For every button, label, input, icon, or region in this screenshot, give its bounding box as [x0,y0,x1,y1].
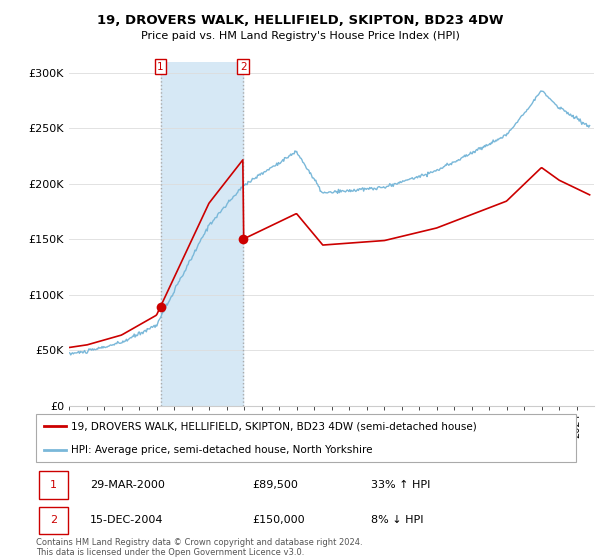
Text: 19, DROVERS WALK, HELLIFIELD, SKIPTON, BD23 4DW (semi-detached house): 19, DROVERS WALK, HELLIFIELD, SKIPTON, B… [71,421,477,431]
Text: 29-MAR-2000: 29-MAR-2000 [90,480,165,489]
Text: 1: 1 [157,62,164,72]
Text: 19, DROVERS WALK, HELLIFIELD, SKIPTON, BD23 4DW: 19, DROVERS WALK, HELLIFIELD, SKIPTON, B… [97,14,503,27]
Bar [161,62,244,406]
Text: 33% ↑ HPI: 33% ↑ HPI [371,480,430,489]
Text: 8% ↓ HPI: 8% ↓ HPI [371,515,424,525]
FancyBboxPatch shape [39,507,68,534]
Text: Price paid vs. HM Land Registry's House Price Index (HPI): Price paid vs. HM Land Registry's House … [140,31,460,41]
Text: £150,000: £150,000 [252,515,305,525]
Text: Contains HM Land Registry data © Crown copyright and database right 2024.
This d: Contains HM Land Registry data © Crown c… [36,538,362,557]
Text: 1: 1 [50,480,58,489]
Text: 15-DEC-2004: 15-DEC-2004 [90,515,163,525]
FancyBboxPatch shape [39,472,68,498]
Text: HPI: Average price, semi-detached house, North Yorkshire: HPI: Average price, semi-detached house,… [71,445,373,455]
Text: £89,500: £89,500 [252,480,298,489]
Text: 2: 2 [240,62,247,72]
Text: 2: 2 [50,515,58,525]
